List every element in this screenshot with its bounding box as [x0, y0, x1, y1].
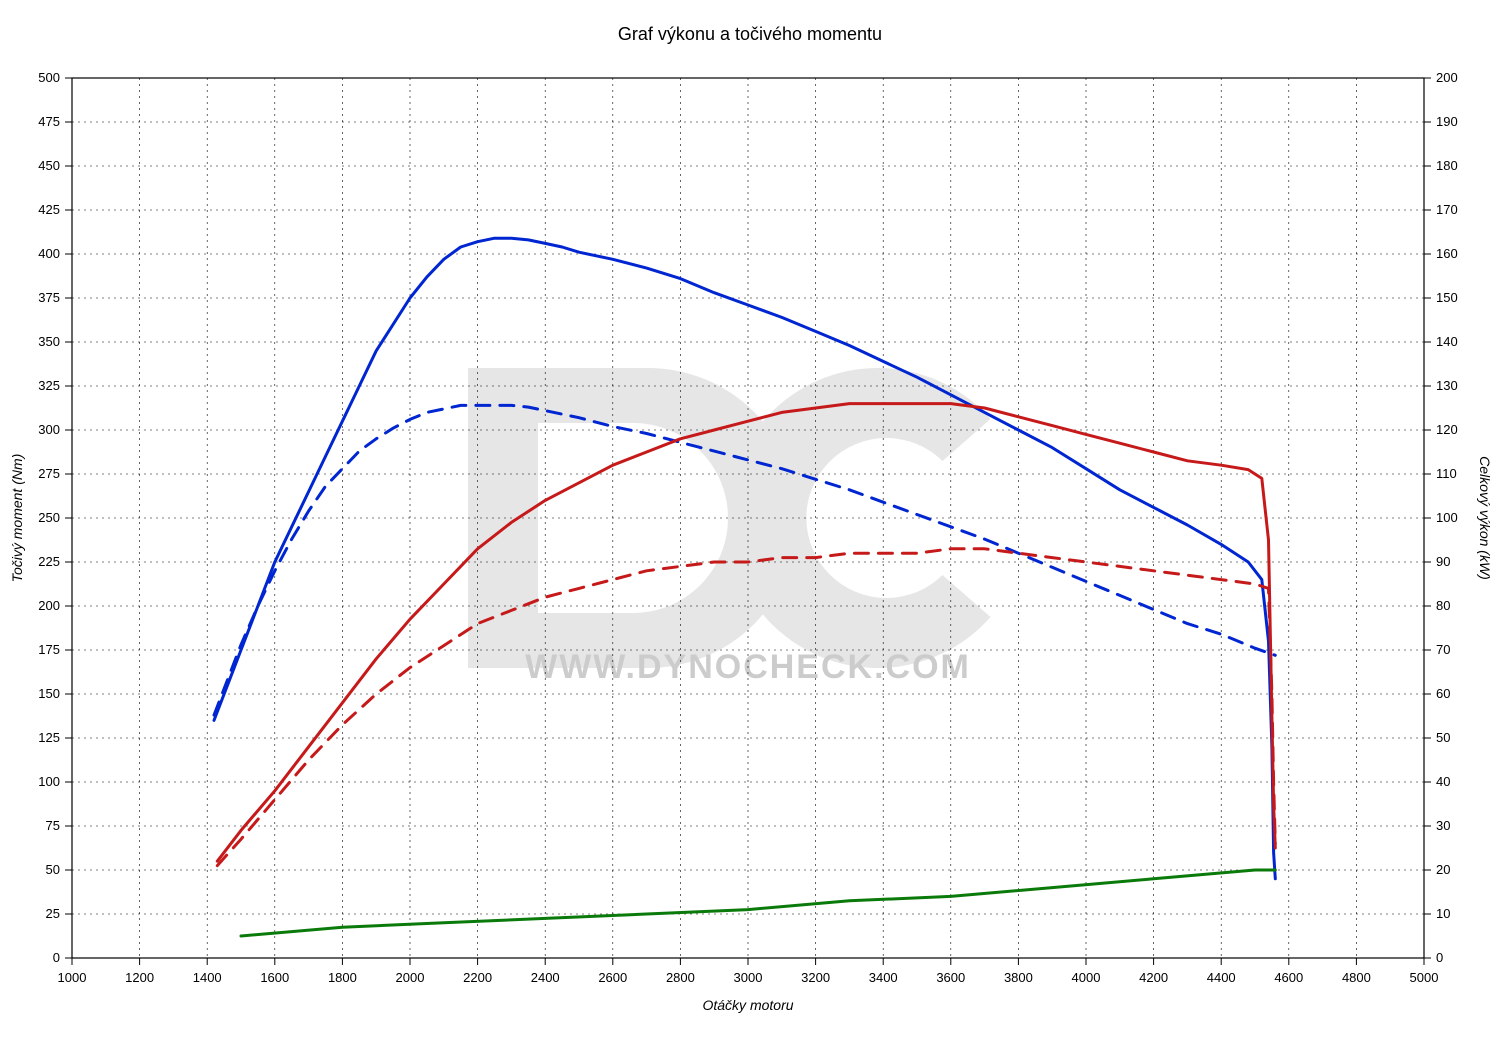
y-left-axis-label: Točivý moment (Nm) [9, 454, 25, 583]
y-right-tick-label: 30 [1436, 818, 1450, 833]
y-left-tick-label: 400 [38, 246, 60, 261]
y-right-tick-label: 180 [1436, 158, 1458, 173]
y-right-tick-label: 70 [1436, 642, 1450, 657]
x-tick-label: 3200 [801, 970, 830, 985]
x-tick-label: 4600 [1274, 970, 1303, 985]
x-tick-label: 1600 [260, 970, 289, 985]
y-right-tick-label: 20 [1436, 862, 1450, 877]
y-right-tick-label: 150 [1436, 290, 1458, 305]
chart-title: Graf výkonu a točivého momentu [618, 24, 882, 44]
x-tick-label: 2200 [463, 970, 492, 985]
x-tick-label: 4000 [1072, 970, 1101, 985]
x-tick-label: 2000 [396, 970, 425, 985]
y-right-tick-label: 120 [1436, 422, 1458, 437]
y-left-tick-label: 100 [38, 774, 60, 789]
y-right-tick-label: 110 [1436, 466, 1457, 481]
x-tick-label: 4800 [1342, 970, 1371, 985]
y-left-tick-label: 425 [38, 202, 60, 217]
y-left-tick-label: 25 [46, 906, 60, 921]
x-tick-label: 3000 [734, 970, 763, 985]
y-left-tick-label: 500 [38, 70, 60, 85]
y-left-tick-label: 225 [38, 554, 60, 569]
y-right-tick-label: 190 [1436, 114, 1458, 129]
x-tick-label: 2600 [598, 970, 627, 985]
y-left-tick-label: 300 [38, 422, 60, 437]
y-left-tick-label: 350 [38, 334, 60, 349]
y-right-tick-label: 60 [1436, 686, 1450, 701]
x-tick-label: 5000 [1410, 970, 1439, 985]
y-left-tick-label: 475 [38, 114, 60, 129]
x-tick-label: 3800 [1004, 970, 1033, 985]
x-tick-label: 4200 [1139, 970, 1168, 985]
y-right-tick-label: 170 [1436, 202, 1458, 217]
y-left-tick-label: 450 [38, 158, 60, 173]
y-right-tick-label: 10 [1436, 906, 1450, 921]
y-right-tick-label: 200 [1436, 70, 1458, 85]
y-right-tick-label: 80 [1436, 598, 1450, 613]
y-left-tick-label: 0 [53, 950, 60, 965]
y-right-tick-label: 50 [1436, 730, 1450, 745]
y-left-tick-label: 125 [38, 730, 60, 745]
x-tick-label: 1400 [193, 970, 222, 985]
y-right-tick-label: 0 [1436, 950, 1443, 965]
x-axis-label: Otáčky motoru [702, 997, 793, 1013]
x-tick-label: 1800 [328, 970, 357, 985]
y-left-tick-label: 175 [38, 642, 60, 657]
x-tick-label: 2800 [666, 970, 695, 985]
y-right-tick-label: 140 [1436, 334, 1458, 349]
y-left-tick-label: 375 [38, 290, 60, 305]
y-right-tick-label: 160 [1436, 246, 1458, 261]
y-left-tick-label: 50 [46, 862, 60, 877]
y-left-tick-label: 325 [38, 378, 60, 393]
y-left-tick-label: 150 [38, 686, 60, 701]
x-tick-label: 2400 [531, 970, 560, 985]
y-right-tick-label: 130 [1436, 378, 1458, 393]
x-tick-label: 3600 [936, 970, 965, 985]
y-right-tick-label: 100 [1436, 510, 1458, 525]
x-tick-label: 1200 [125, 970, 154, 985]
y-left-tick-label: 200 [38, 598, 60, 613]
x-tick-label: 3400 [869, 970, 898, 985]
y-right-axis-label: Celkový výkon (kW) [1477, 456, 1493, 580]
y-left-tick-label: 275 [38, 466, 60, 481]
x-tick-label: 4400 [1207, 970, 1236, 985]
dyno-chart: WWW.DYNOCHECK.COM10001200140016001800200… [0, 0, 1500, 1040]
x-tick-label: 1000 [58, 970, 87, 985]
y-left-tick-label: 250 [38, 510, 60, 525]
y-right-tick-label: 90 [1436, 554, 1450, 569]
y-right-tick-label: 40 [1436, 774, 1450, 789]
y-left-tick-label: 75 [46, 818, 60, 833]
